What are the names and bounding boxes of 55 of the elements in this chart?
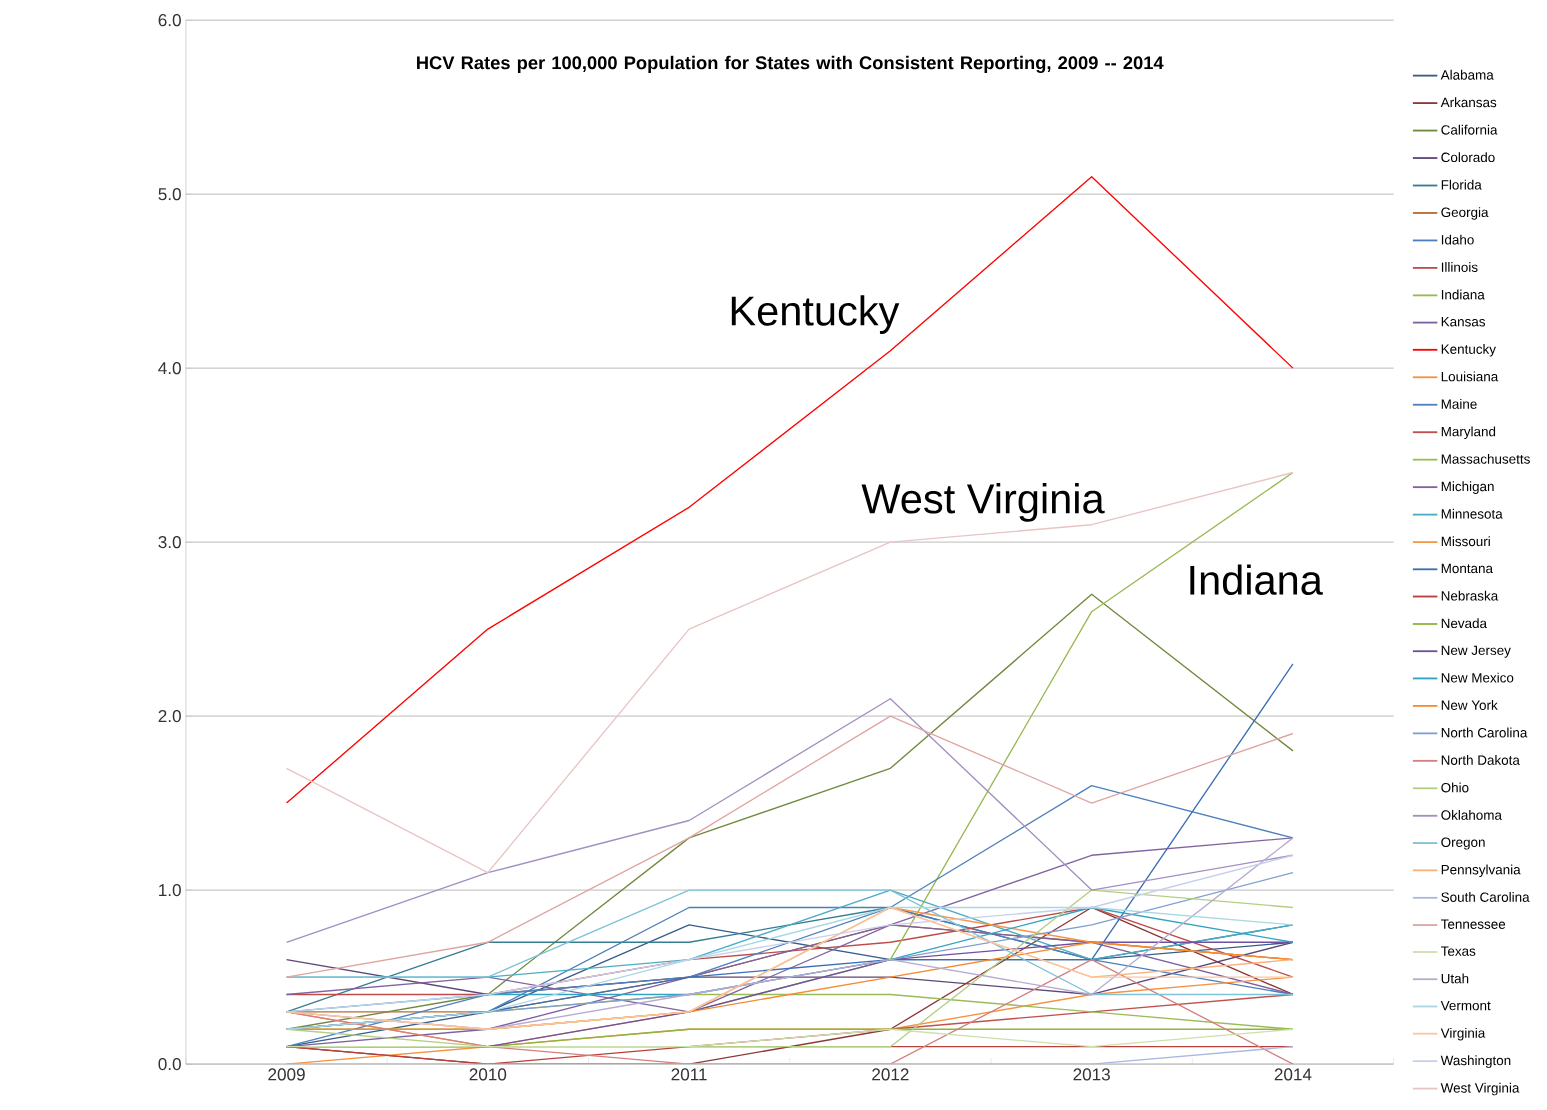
x-tick-label: 2013 — [1073, 1068, 1110, 1081]
y-tick-label: 6.0 — [158, 14, 181, 27]
annotation: Indiana — [1190, 564, 1323, 595]
legend-label: South Carolina — [1441, 892, 1530, 902]
legend-label: Florida — [1441, 179, 1482, 190]
y-tick-label: 3.0 — [158, 536, 181, 549]
legend-label: Oklahoma — [1441, 810, 1502, 820]
legend-label: Illinois — [1441, 262, 1478, 273]
legend-label: Oregon — [1441, 837, 1485, 850]
x-tick-label: 2011 — [671, 1068, 707, 1081]
legend-label: Maryland — [1441, 426, 1496, 439]
legend-label: Montana — [1441, 563, 1493, 574]
x-tick-label: 2010 — [469, 1068, 507, 1081]
x-tick-label: 2009 — [268, 1068, 305, 1081]
legend-label: Massachusetts — [1441, 453, 1530, 464]
legend-label: Kansas — [1441, 317, 1486, 327]
legend-label: Vermont — [1440, 1000, 1491, 1011]
legend-label: Michigan — [1441, 481, 1494, 494]
legend-label: Texas — [1440, 946, 1476, 956]
legend-label: Maine — [1441, 399, 1477, 409]
legend-label: North Dakota — [1441, 755, 1520, 765]
y-tick-label: 0.0 — [158, 1058, 181, 1071]
legend-label: New York — [1441, 700, 1498, 711]
y-tick-label: 2.0 — [158, 710, 181, 723]
legend-label: Utah — [1441, 973, 1469, 984]
legend-label: Arkansas — [1440, 97, 1497, 108]
legend-label: Colorado — [1441, 152, 1495, 163]
legend-label: Pennsylvania — [1441, 864, 1521, 878]
legend-label: New Mexico — [1441, 672, 1514, 683]
legend-label: Nebraska — [1441, 590, 1499, 601]
legend-label: Louisiana — [1441, 371, 1499, 382]
legend-label: California — [1441, 124, 1498, 135]
text: HCV Rates per 100,000 Population for States with Consistent Reporting, 2009 -- 2014 — [417, 55, 1164, 74]
annotation: West Virginia — [861, 483, 1105, 522]
x-tick-label: 2014 — [1274, 1068, 1312, 1081]
legend-label: Ohio — [1441, 782, 1469, 793]
legend-label: Virginia — [1440, 1027, 1486, 1041]
y-tick-label: 5.0 — [158, 188, 181, 201]
legend-label: North Carolina — [1441, 727, 1528, 738]
legend-label: Washington — [1440, 1055, 1511, 1068]
y-tick-label: 4.0 — [158, 362, 181, 375]
legend-label: Missouri — [1441, 536, 1490, 547]
legend-label: Kentucky — [1441, 344, 1496, 357]
y-tick-label: 1.0 — [159, 884, 181, 897]
legend-label: Minnesota — [1441, 508, 1503, 519]
legend-label: West Virginia — [1440, 1082, 1520, 1096]
legend-label: Tennessee — [1440, 919, 1506, 929]
legend-label: Idaho — [1441, 234, 1474, 245]
legend-label: Georgia — [1441, 207, 1489, 220]
legend-label: New Jersey — [1441, 645, 1511, 658]
legend-label: Nevada — [1441, 618, 1488, 629]
legend-label: Indiana — [1441, 289, 1485, 300]
legend-label: Alabama — [1440, 69, 1494, 80]
annotation: Kentucky — [731, 295, 900, 334]
x-tick-label: 2012 — [872, 1068, 909, 1081]
